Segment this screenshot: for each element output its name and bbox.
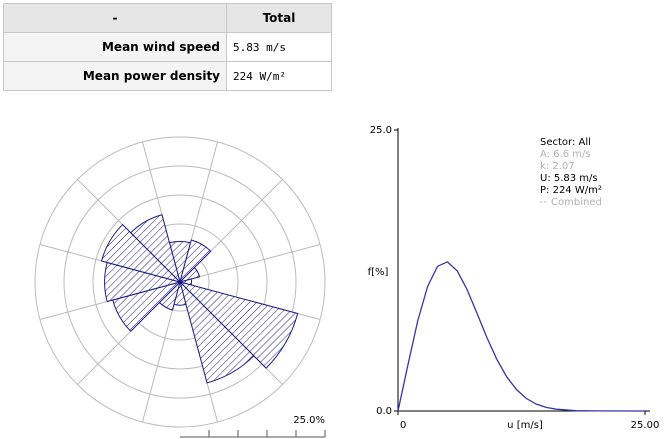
y-axis-label: f[%] [368,267,389,278]
row-value: 224 W/m² [226,61,332,91]
x-tick-label: 25.00 [631,420,660,431]
sector-bar [178,266,201,283]
sector-bar [179,280,255,384]
header-cell: - [3,3,227,33]
ring [34,136,326,428]
row-label: Mean power density [3,61,227,91]
header-cell: Total [226,3,332,33]
row-label: Mean wind speed [3,32,227,62]
legend-text: P: 224 W/m² [540,185,602,196]
sector-bar [100,223,182,283]
legend-text: U: 5.83 m/s [540,173,598,184]
x-axis-label: u [m/s] [507,420,543,431]
ring [63,165,297,399]
legend-text: Sector: All [540,137,591,148]
summary-table: - Total Mean wind speed 5.83 m/s Mean po… [3,3,332,91]
y-tick-label: 25.0 [370,125,392,136]
x-tick-label: 0 [400,420,406,431]
legend-text: k: 2.07 [540,161,575,172]
table-row: Mean power density 224 W/m² [3,61,332,91]
y-tick-label: 0.0 [376,406,392,417]
scale-label: 25.0% [293,415,325,426]
legend-text: A: 6.6 m/s [540,149,591,160]
ring [92,194,268,370]
table-row: Mean wind speed 5.83 m/s [3,32,332,62]
sector-bar [179,239,212,284]
sector-bar [130,214,181,284]
table-header: - Total [3,3,332,33]
spoke [179,243,321,283]
sector-bar [178,281,299,369]
distribution-line [397,261,646,412]
legend-entry: Combined [551,197,602,208]
